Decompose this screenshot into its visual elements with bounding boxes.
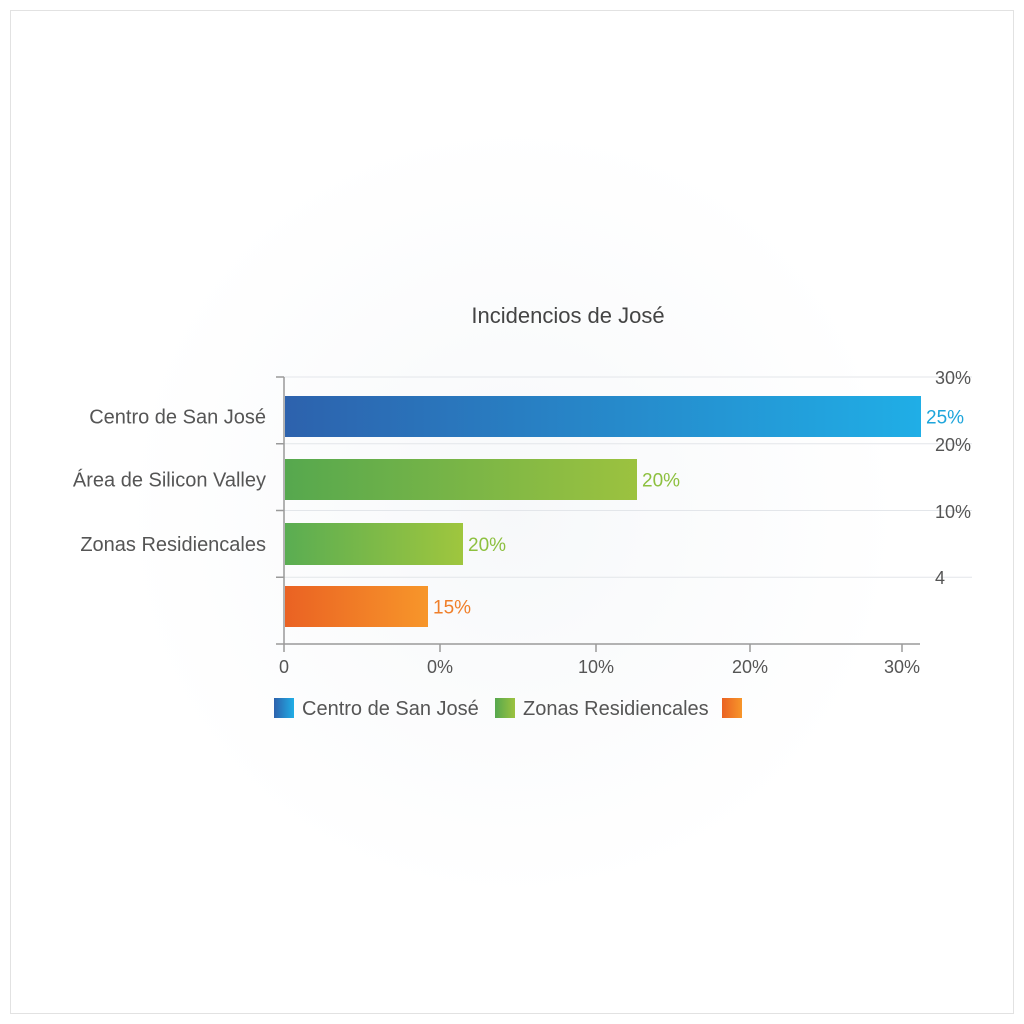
labels: 0 0% 10% 20% 30% 30% 20% 10% 4 25% Centro de San J… bbox=[73, 368, 971, 677]
bar bbox=[285, 459, 637, 500]
right-tick-label: 10% bbox=[935, 502, 971, 522]
category-label: Centro de San José bbox=[89, 407, 266, 429]
right-tick-label: 4 bbox=[935, 568, 945, 588]
figure-frame bbox=[10, 10, 1014, 1014]
right-tick-label: 20% bbox=[935, 435, 971, 455]
bar bbox=[285, 586, 428, 627]
right-tick-label: 30% bbox=[935, 368, 971, 388]
grid-lines bbox=[284, 376, 972, 578]
x-tick-label: 10% bbox=[578, 657, 614, 677]
legend-swatch bbox=[274, 698, 294, 718]
legend: Centro de San José Zonas Residiencales bbox=[274, 698, 742, 720]
chart-title: Incidencios de José bbox=[471, 303, 664, 328]
bar-value-label: 25% bbox=[926, 408, 964, 429]
x-tick-label: 20% bbox=[732, 657, 768, 677]
category-label: Área de Silicon Valley bbox=[73, 469, 266, 492]
background-glow bbox=[120, 120, 904, 904]
category-label: Zonas Residiencales bbox=[80, 534, 266, 556]
legend-swatch bbox=[495, 698, 515, 718]
bar-value-label: 20% bbox=[468, 535, 506, 556]
bar bbox=[285, 523, 463, 565]
legend-swatch bbox=[722, 698, 742, 718]
bar-value-label: 15% bbox=[433, 598, 471, 619]
bar bbox=[285, 396, 921, 437]
bar-value-label: 20% bbox=[642, 471, 680, 492]
x-tick-label: 0% bbox=[427, 657, 453, 677]
x-tick-label: 0 bbox=[279, 657, 289, 677]
legend-label: Zonas Residiencales bbox=[523, 698, 709, 720]
x-tick-label: 30% bbox=[884, 657, 920, 677]
bars bbox=[285, 396, 921, 627]
axes bbox=[276, 376, 920, 652]
legend-label: Centro de San José bbox=[302, 698, 479, 720]
